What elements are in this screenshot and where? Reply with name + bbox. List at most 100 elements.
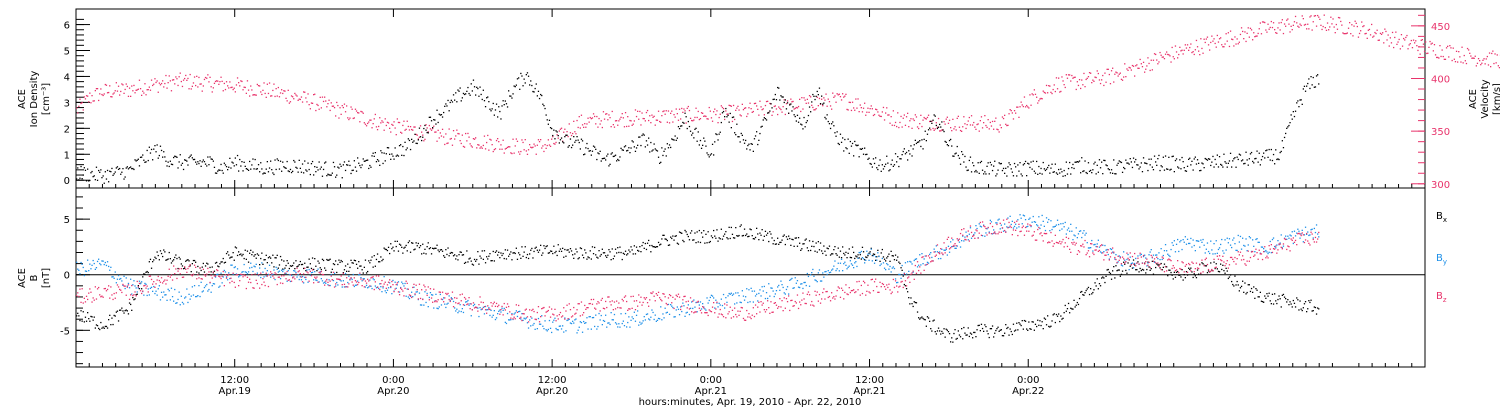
bx-point: [667, 244, 670, 246]
by-point: [80, 261, 82, 264]
density-point: [621, 149, 623, 151]
velocity-point: [614, 120, 617, 122]
velocity-point: [189, 73, 191, 76]
density-point: [1005, 167, 1007, 169]
by-point: [223, 269, 225, 272]
by-point: [99, 262, 101, 265]
velocity-point: [1004, 114, 1006, 116]
by-point: [905, 273, 908, 275]
velocity-point: [626, 125, 628, 128]
velocity-point: [1136, 64, 1138, 66]
bx-point: [718, 237, 720, 239]
by-point: [700, 308, 703, 310]
velocity-point: [82, 109, 84, 111]
by-point: [396, 284, 398, 286]
by-point: [607, 322, 609, 324]
bx-point: [974, 331, 976, 334]
bx-point: [298, 264, 300, 266]
velocity-point: [587, 117, 589, 119]
by-point: [645, 313, 648, 316]
density-point: [1268, 148, 1270, 151]
velocity-point: [1320, 24, 1322, 26]
by-point: [1306, 233, 1308, 235]
bx-point: [640, 251, 642, 253]
bx-point: [123, 312, 125, 314]
velocity-point: [1107, 68, 1109, 70]
bx-point: [432, 247, 434, 249]
density-point: [879, 159, 881, 161]
velocity-point: [937, 117, 940, 120]
by-point: [357, 280, 359, 282]
velocity-point: [568, 123, 570, 125]
by-point: [108, 265, 110, 268]
bx-point: [1078, 297, 1081, 300]
by-point: [160, 291, 163, 293]
velocity-point: [1088, 72, 1091, 74]
bx-point: [449, 252, 451, 254]
density-point: [437, 121, 439, 124]
velocity-point: [1226, 40, 1228, 42]
velocity-point: [1342, 32, 1344, 34]
density-point: [752, 150, 754, 152]
velocity-point: [320, 107, 322, 109]
density-point: [981, 169, 984, 171]
by-point: [304, 276, 306, 279]
by-point: [231, 264, 233, 266]
velocity-point: [1356, 25, 1358, 28]
bx-point: [589, 250, 591, 252]
velocity-point: [418, 136, 421, 138]
velocity-point: [1040, 97, 1042, 100]
bx-point: [813, 245, 815, 248]
velocity-point: [190, 88, 192, 90]
density-point: [1108, 169, 1110, 171]
velocity-point: [1280, 21, 1282, 24]
by-point: [990, 221, 993, 223]
by-point: [1172, 244, 1174, 246]
bx-point: [977, 324, 979, 327]
by-point: [327, 284, 329, 286]
density-point: [473, 86, 476, 88]
by-point: [646, 313, 649, 315]
density-point: [112, 174, 114, 176]
bx-point: [719, 238, 721, 240]
velocity-point: [828, 101, 831, 103]
density-point: [891, 159, 893, 161]
velocity-point: [120, 90, 122, 93]
velocity-point: [411, 128, 413, 131]
density-point: [1228, 160, 1231, 162]
bx-point: [504, 249, 506, 251]
velocity-point: [430, 129, 433, 131]
by-point: [261, 262, 263, 264]
field-tick-label: -5: [60, 326, 70, 337]
velocity-point: [926, 116, 929, 119]
velocity-point: [848, 101, 850, 103]
velocity-point: [1303, 24, 1306, 26]
bx-point: [1162, 266, 1164, 268]
by-point: [1226, 237, 1228, 239]
density-point: [1086, 172, 1088, 175]
by-point: [762, 290, 764, 292]
velocity-point: [1223, 46, 1225, 48]
velocity-point: [1071, 74, 1073, 77]
density-point: [400, 144, 402, 146]
density-point: [382, 162, 384, 165]
density-point: [907, 159, 909, 161]
density-point: [630, 147, 632, 149]
bx-point: [285, 264, 287, 267]
bx-point: [973, 331, 975, 334]
bx-point: [1039, 320, 1041, 322]
bx-point: [563, 256, 565, 258]
density-point: [352, 169, 354, 171]
density-point: [274, 159, 276, 161]
velocity-point: [1044, 92, 1047, 94]
bx-point: [392, 246, 394, 248]
density-point: [495, 103, 498, 105]
density-point: [436, 109, 438, 111]
velocity-point: [946, 116, 948, 118]
bx-point: [662, 234, 664, 236]
density-point: [694, 128, 696, 130]
bx-point: [1093, 289, 1095, 291]
velocity-point: [1480, 64, 1482, 66]
density-point: [1301, 103, 1303, 105]
density-point: [304, 160, 306, 162]
